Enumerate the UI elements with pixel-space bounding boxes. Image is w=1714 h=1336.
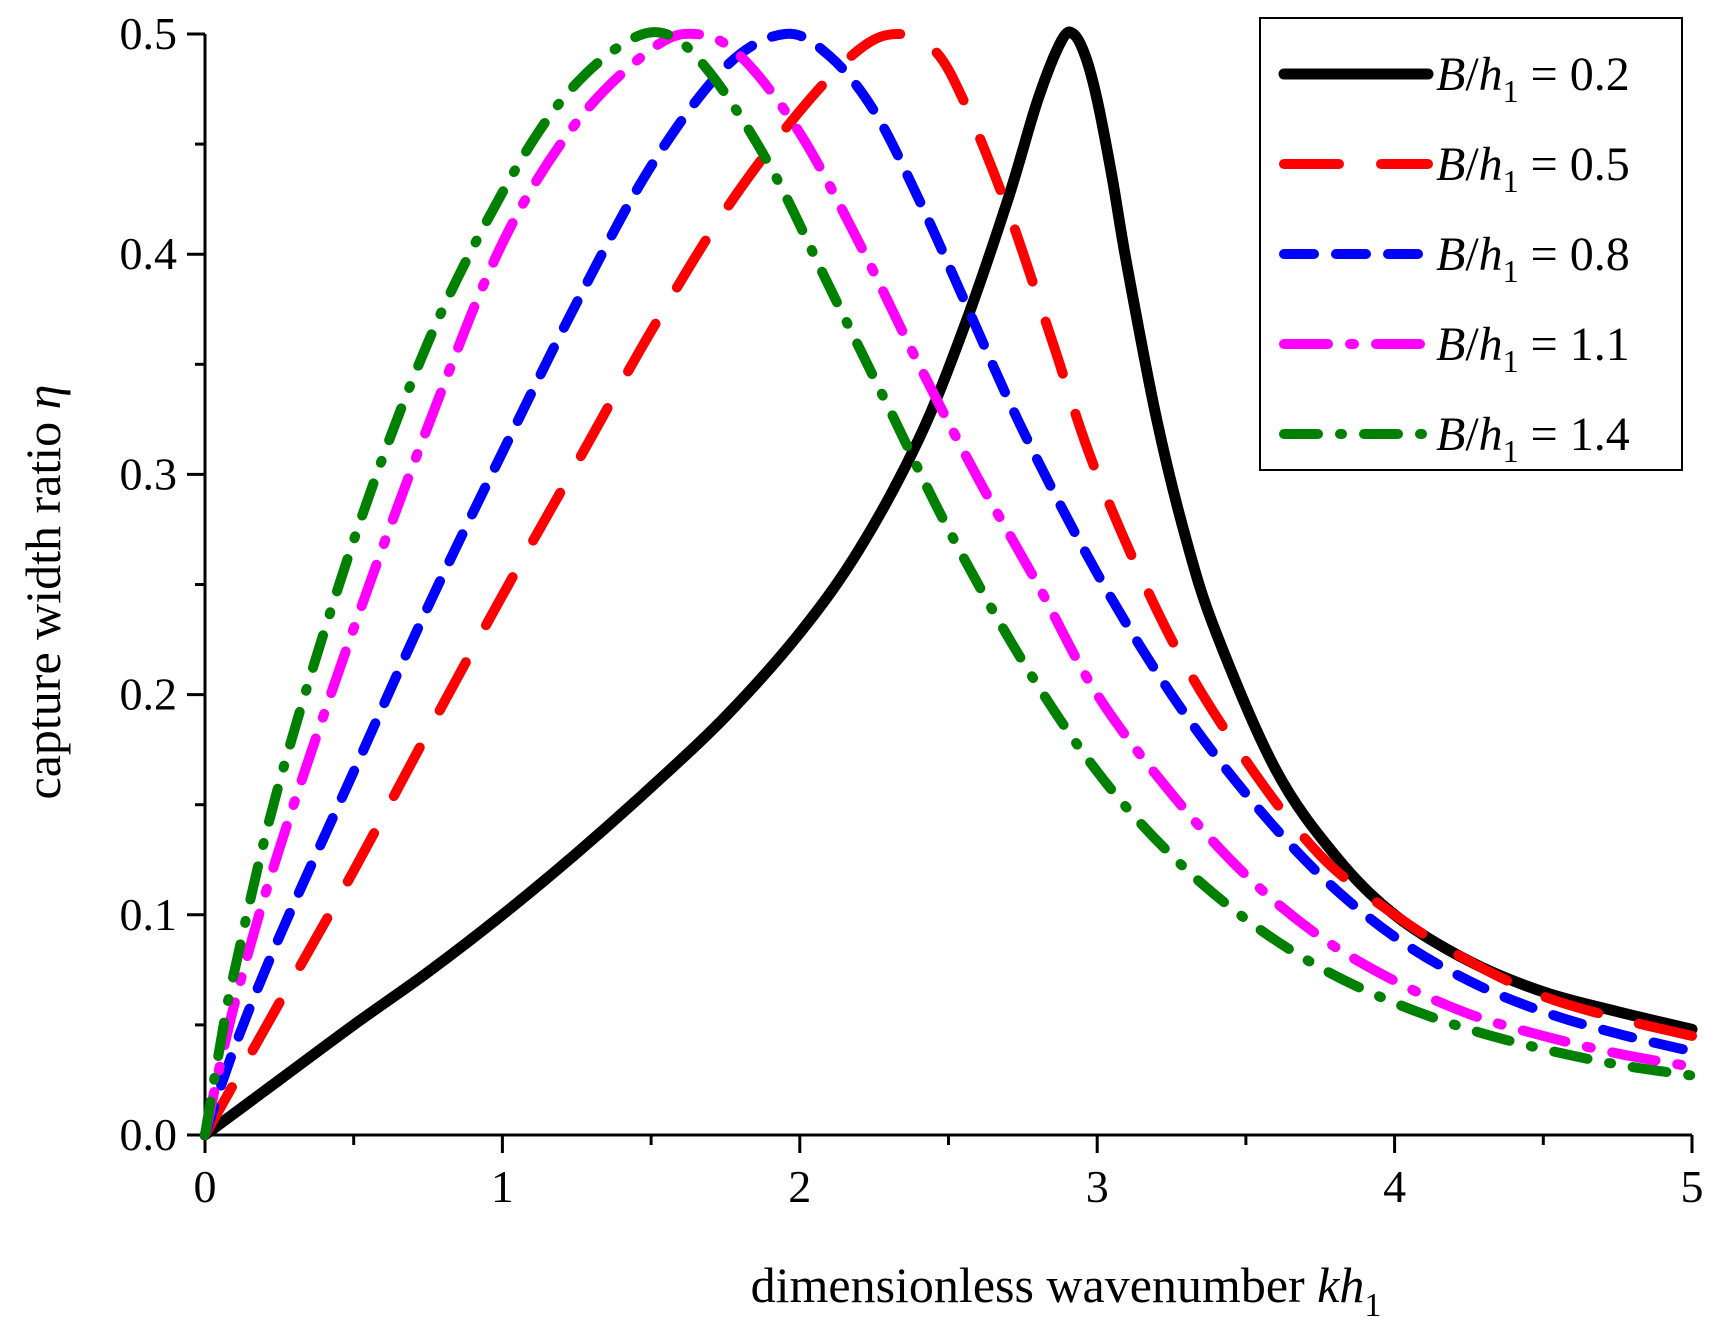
series-line-3 (200, 28, 1697, 1140)
legend-frame (1259, 17, 1683, 471)
y-tick-label: 0.4 (120, 228, 178, 279)
x-tick-label: 1 (491, 1161, 514, 1212)
y-tick-label: 0.3 (120, 448, 178, 499)
legend: B/h1 = 0.2 B/h1 = 0.5 B/h1 = 0.8 B/h1 = 1.1… (1259, 17, 1683, 471)
series-line-4 (200, 28, 1697, 1140)
series-line-1 (199, 26, 1698, 1141)
x-tick-label: 3 (1086, 1161, 1109, 1212)
series-lines (199, 26, 1698, 1141)
y-tick-label: 0.2 (120, 669, 178, 720)
y-tick-label: 0.5 (120, 8, 178, 59)
x-tick-label: 4 (1383, 1161, 1406, 1212)
legend-label-1: B/h1 = 0.2 (1436, 48, 1630, 109)
legend-label-4: B/h1 = 1.1 (1436, 318, 1630, 379)
series-line-5 (200, 27, 1697, 1140)
tick-labels: 0 1 2 3 4 5 0.0 0.1 0.2 0.3 0.4 0.5 (120, 8, 1704, 1212)
x-axis-title: dimensionless wavenumber kh1 (751, 1257, 1382, 1324)
x-tick-label: 0 (194, 1161, 217, 1212)
y-tick-label: 0.0 (120, 1109, 178, 1160)
legend-label-2: B/h1 = 0.5 (1436, 138, 1630, 199)
x-tick-label: 5 (1681, 1161, 1704, 1212)
x-tick-label: 2 (788, 1161, 811, 1212)
y-axis-title: capture width ratio η (15, 385, 71, 800)
y-tick-label: 0.1 (120, 889, 178, 940)
legend-label-3: B/h1 = 0.8 (1436, 228, 1630, 289)
series-line-2 (200, 29, 1697, 1140)
legend-label-5: B/h1 = 1.4 (1436, 408, 1630, 469)
